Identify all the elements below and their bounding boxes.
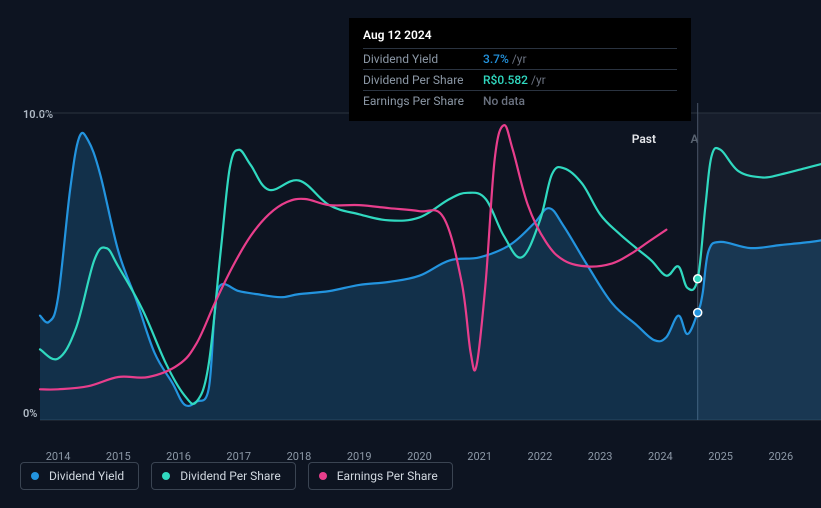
chart-tooltip: Aug 12 2024 Dividend Yield3.7%/yrDividen… bbox=[349, 18, 691, 121]
tooltip-row-label: Dividend Yield bbox=[363, 52, 483, 66]
tooltip-row-value: R$0.582 bbox=[483, 73, 528, 87]
tooltip-row-label: Earnings Per Share bbox=[363, 94, 483, 108]
x-tick-2021: 2021 bbox=[467, 450, 492, 463]
x-tick-2024: 2024 bbox=[648, 450, 673, 463]
tooltip-row-2: Earnings Per ShareNo data bbox=[363, 90, 677, 111]
tooltip-row-1: Dividend Per ShareR$0.582/yr bbox=[363, 69, 677, 90]
legend-dot-icon bbox=[319, 472, 327, 480]
legend-item-earnings-per-share[interactable]: Earnings Per Share bbox=[308, 462, 453, 490]
series-marker-1 bbox=[694, 275, 702, 283]
legend-item-dividend-per-share[interactable]: Dividend Per Share bbox=[151, 462, 296, 490]
tooltip-row-value: 3.7% bbox=[483, 52, 509, 66]
legend-dot-icon bbox=[31, 472, 39, 480]
x-tick-2023: 2023 bbox=[588, 450, 613, 463]
tooltip-row-value: No data bbox=[483, 94, 525, 108]
tooltip-date: Aug 12 2024 bbox=[363, 28, 677, 42]
series-marker-0 bbox=[694, 309, 702, 317]
legend-dot-icon bbox=[162, 472, 170, 480]
x-tick-2022: 2022 bbox=[528, 450, 553, 463]
x-tick-2025: 2025 bbox=[708, 450, 733, 463]
tooltip-row-suffix: /yr bbox=[531, 73, 546, 87]
tooltip-row-0: Dividend Yield3.7%/yr bbox=[363, 48, 677, 69]
legend-label: Dividend Per Share bbox=[180, 469, 281, 483]
legend-label: Earnings Per Share bbox=[337, 469, 438, 483]
tooltip-row-suffix: /yr bbox=[512, 52, 527, 66]
dividend-chart: 10.0% 0% Past Analysts Forecasts Aug 12 … bbox=[20, 0, 821, 450]
legend-label: Dividend Yield bbox=[49, 469, 124, 483]
legend-item-dividend-yield[interactable]: Dividend Yield bbox=[20, 462, 139, 490]
x-tick-2026: 2026 bbox=[768, 450, 793, 463]
chart-legend: Dividend Yield Dividend Per Share Earnings… bbox=[20, 462, 453, 490]
tooltip-row-label: Dividend Per Share bbox=[363, 73, 483, 87]
